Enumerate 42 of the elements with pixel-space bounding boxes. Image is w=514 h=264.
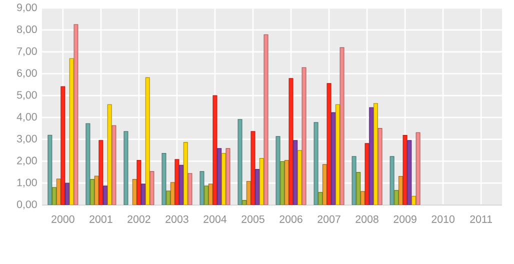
bar — [217, 148, 222, 205]
bar — [326, 83, 332, 205]
x-tick-label: 2011 — [470, 215, 492, 223]
x-tick-label: 2003 — [166, 215, 188, 223]
y-tick-label: 8,00 — [17, 25, 37, 34]
bar — [102, 186, 108, 205]
x-tick-label: 2009 — [394, 215, 416, 223]
x-tick-label: 2005 — [242, 215, 264, 223]
x-tick-label: 2007 — [318, 215, 340, 223]
y-tick-label: 2,00 — [17, 156, 37, 166]
x-tick-label: 2000 — [52, 215, 74, 223]
bar — [255, 168, 260, 205]
y-tick-label: 7,00 — [17, 47, 37, 56]
y-tick-label: 5,00 — [16, 91, 37, 100]
bar — [174, 159, 180, 205]
bar — [179, 164, 184, 205]
bar — [331, 112, 336, 205]
y-tick-label: 6,00 — [17, 69, 37, 78]
x-tick-label: 2001 — [90, 215, 112, 223]
bar — [136, 160, 142, 205]
y-tick-label: 0,00 — [16, 200, 37, 210]
bar — [335, 104, 340, 205]
bar — [288, 78, 294, 205]
y-tick-label: 3,00 — [16, 134, 37, 144]
bar — [293, 140, 298, 205]
x-tick-label: 2004 — [204, 215, 227, 223]
y-tick-label: 9,00 — [17, 4, 37, 12]
x-tick-label: 2002 — [128, 215, 150, 223]
bar — [60, 86, 66, 205]
bar — [64, 182, 70, 205]
bar — [98, 140, 104, 205]
x-tick-label: 2006 — [280, 215, 302, 223]
y-tick-label: 4,00 — [16, 113, 37, 122]
y-tick-label: 1,00 — [17, 178, 37, 188]
bar — [212, 95, 218, 205]
bar — [373, 103, 378, 205]
bar — [369, 107, 374, 205]
bar — [407, 140, 412, 205]
bar — [250, 131, 256, 205]
x-tick-label: 2008 — [356, 215, 378, 223]
bar — [141, 184, 146, 205]
x-tick-label: 2010 — [432, 215, 455, 223]
